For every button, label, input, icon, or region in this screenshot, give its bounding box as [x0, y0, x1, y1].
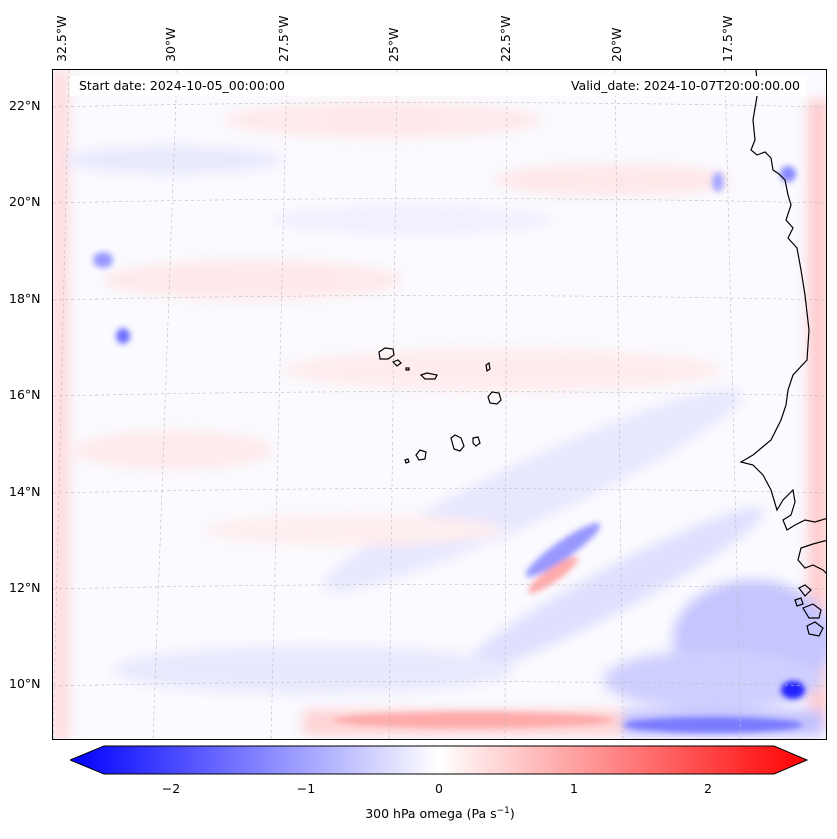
colorbar-tick: 1	[570, 781, 578, 796]
lat-label: 16°N	[9, 387, 41, 402]
colorbar-tick: 0	[435, 781, 443, 796]
lon-label: 32.5°W	[54, 15, 69, 62]
gridlines	[53, 70, 826, 739]
lon-label: 20°W	[609, 27, 624, 62]
start-date-label: Start date: 2024-10-05_00:00:00	[79, 78, 285, 93]
map-canvas	[53, 70, 826, 739]
header-bar	[70, 76, 806, 96]
colorbar	[70, 745, 808, 775]
valid-date-label: Valid_date: 2024-10-07T20:00:00.00	[570, 78, 800, 93]
lat-label: 18°N	[9, 291, 41, 306]
lon-label: 30°W	[163, 27, 178, 62]
lat-label: 12°N	[9, 580, 41, 595]
lon-label: 27.5°W	[276, 15, 291, 62]
colorbar-tick: 2	[704, 781, 712, 796]
lon-label: 17.5°W	[720, 15, 735, 62]
cape-verde-islands	[378, 347, 502, 464]
lon-label: 25°W	[386, 27, 401, 62]
colorbar-label: 300 hPa omega (Pa s−1)	[365, 806, 515, 822]
colorbar-tick: −1	[296, 781, 316, 796]
omega-field	[53, 70, 826, 739]
map-panel	[52, 69, 827, 740]
african-coastline	[739, 70, 826, 637]
lat-label: 14°N	[9, 484, 41, 499]
colorbar-gradient	[70, 745, 808, 775]
lon-label: 22.5°W	[498, 15, 513, 62]
colorbar-tick: −2	[161, 781, 181, 796]
lat-label: 20°N	[9, 194, 41, 209]
lat-label: 10°N	[9, 676, 41, 691]
lat-label: 22°N	[9, 98, 41, 113]
